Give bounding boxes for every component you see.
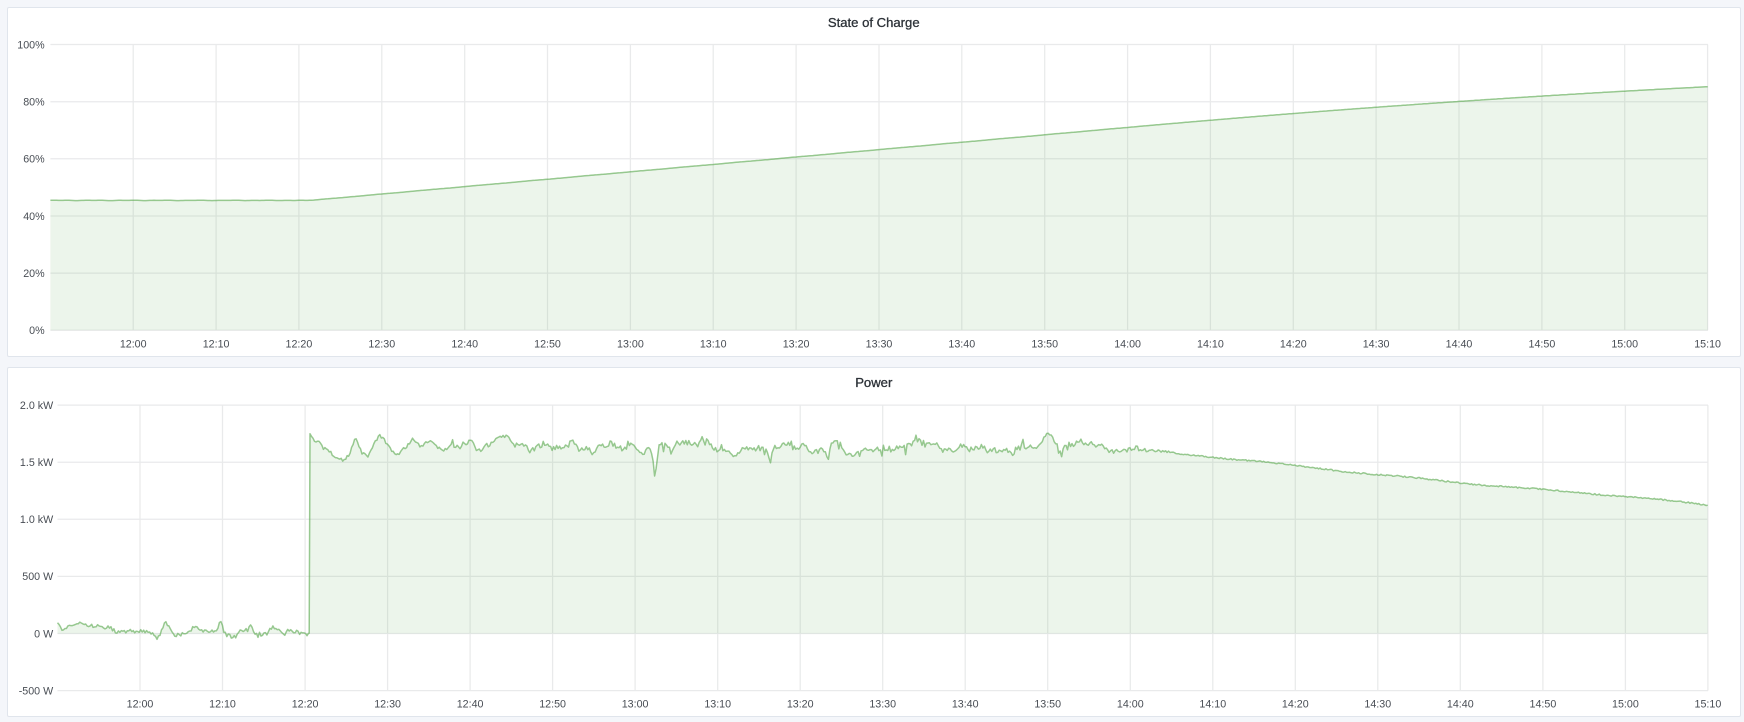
svg-text:13:00: 13:00: [622, 699, 649, 711]
svg-text:15:10: 15:10: [1695, 699, 1722, 711]
svg-text:0%: 0%: [29, 325, 45, 337]
svg-text:13:20: 13:20: [787, 699, 814, 711]
svg-text:13:30: 13:30: [869, 699, 896, 711]
svg-text:12:20: 12:20: [292, 699, 319, 711]
svg-text:12:10: 12:10: [203, 339, 230, 351]
svg-text:13:40: 13:40: [952, 699, 979, 711]
svg-text:14:20: 14:20: [1280, 339, 1307, 351]
svg-text:15:10: 15:10: [1694, 339, 1721, 351]
svg-text:13:30: 13:30: [866, 339, 893, 351]
svg-text:15:00: 15:00: [1611, 339, 1638, 351]
svg-text:13:00: 13:00: [617, 339, 644, 351]
svg-text:13:20: 13:20: [783, 339, 810, 351]
svg-text:14:20: 14:20: [1282, 699, 1309, 711]
svg-text:14:30: 14:30: [1364, 699, 1391, 711]
svg-text:80%: 80%: [23, 97, 45, 109]
svg-text:12:40: 12:40: [457, 699, 484, 711]
svg-text:12:30: 12:30: [368, 339, 395, 351]
svg-text:12:50: 12:50: [534, 339, 561, 351]
svg-text:1.5 kW: 1.5 kW: [20, 457, 54, 469]
svg-text:13:10: 13:10: [704, 699, 731, 711]
svg-text:12:40: 12:40: [451, 339, 478, 351]
svg-text:13:40: 13:40: [948, 339, 975, 351]
svg-text:60%: 60%: [23, 154, 45, 166]
svg-text:14:10: 14:10: [1199, 699, 1226, 711]
svg-text:14:40: 14:40: [1446, 339, 1473, 351]
svg-text:14:40: 14:40: [1447, 699, 1474, 711]
svg-text:2.0 kW: 2.0 kW: [20, 400, 54, 412]
svg-text:14:00: 14:00: [1117, 699, 1144, 711]
svg-text:12:10: 12:10: [209, 699, 236, 711]
svg-text:12:00: 12:00: [120, 339, 147, 351]
svg-text:14:30: 14:30: [1363, 339, 1390, 351]
svg-text:14:00: 14:00: [1114, 339, 1141, 351]
svg-text:15:00: 15:00: [1612, 699, 1639, 711]
svg-text:13:50: 13:50: [1031, 339, 1058, 351]
svg-text:500 W: 500 W: [22, 571, 54, 583]
svg-text:1.0 kW: 1.0 kW: [20, 514, 54, 526]
svg-text:12:30: 12:30: [374, 699, 401, 711]
svg-text:0 W: 0 W: [34, 628, 54, 640]
svg-text:20%: 20%: [23, 268, 45, 280]
svg-text:13:10: 13:10: [700, 339, 727, 351]
svg-text:100%: 100%: [17, 39, 45, 51]
svg-text:12:00: 12:00: [127, 699, 154, 711]
svg-text:12:50: 12:50: [539, 699, 566, 711]
svg-text:14:10: 14:10: [1197, 339, 1224, 351]
svg-text:14:50: 14:50: [1529, 339, 1556, 351]
svg-text:-500 W: -500 W: [19, 685, 54, 697]
svg-text:14:50: 14:50: [1530, 699, 1557, 711]
svg-text:40%: 40%: [23, 211, 45, 223]
svg-text:13:50: 13:50: [1034, 699, 1061, 711]
svg-text:12:20: 12:20: [286, 339, 313, 351]
